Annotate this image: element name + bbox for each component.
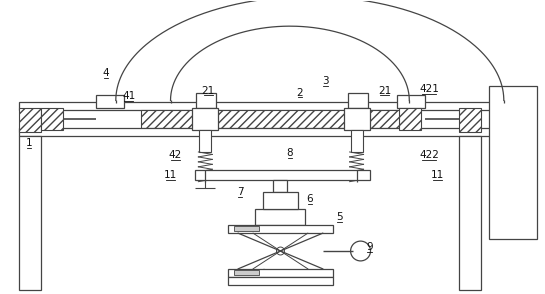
Text: 2: 2 <box>296 88 303 98</box>
Bar <box>399 108 421 130</box>
Circle shape <box>261 226 267 232</box>
Bar <box>228 225 332 233</box>
Text: 21: 21 <box>378 86 391 96</box>
Bar <box>192 108 219 130</box>
Text: 42: 42 <box>169 150 182 160</box>
Bar <box>141 110 419 128</box>
Bar <box>96 94 124 108</box>
Bar <box>228 269 332 277</box>
Bar <box>397 94 425 108</box>
Bar <box>273 180 287 192</box>
Text: 421: 421 <box>419 83 439 93</box>
Bar <box>228 277 332 285</box>
Text: 3: 3 <box>323 76 329 86</box>
Bar <box>19 128 499 136</box>
Bar <box>459 136 481 290</box>
Bar <box>459 108 481 132</box>
Text: 422: 422 <box>419 150 439 160</box>
Text: 9: 9 <box>366 242 373 252</box>
Text: 8: 8 <box>287 148 293 158</box>
Bar <box>196 170 370 180</box>
Text: 11: 11 <box>431 170 444 180</box>
Text: 6: 6 <box>306 195 313 205</box>
Text: 21: 21 <box>202 86 215 96</box>
Bar <box>196 93 216 108</box>
Bar <box>19 108 41 132</box>
Bar <box>234 226 259 231</box>
Bar <box>344 108 370 130</box>
Bar <box>489 86 537 239</box>
Circle shape <box>350 241 371 261</box>
Circle shape <box>276 247 284 255</box>
Text: 1: 1 <box>26 138 33 148</box>
Circle shape <box>261 269 267 275</box>
Text: 5: 5 <box>336 212 343 222</box>
Bar <box>348 93 367 108</box>
Bar <box>350 130 362 152</box>
Bar <box>199 130 211 152</box>
Text: 41: 41 <box>122 91 135 101</box>
Text: 11: 11 <box>164 170 177 180</box>
Bar <box>41 108 63 130</box>
Bar <box>255 209 305 225</box>
Bar <box>19 136 41 290</box>
Text: 4: 4 <box>102 68 109 78</box>
Bar <box>19 102 499 110</box>
Text: 7: 7 <box>237 187 244 197</box>
Bar <box>234 270 259 275</box>
Bar <box>263 192 298 209</box>
